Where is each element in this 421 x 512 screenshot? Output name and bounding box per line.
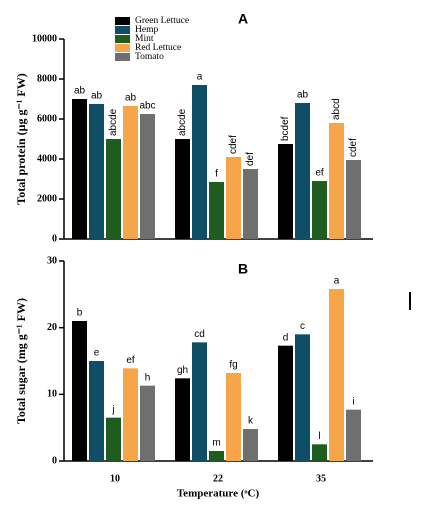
bar <box>329 123 344 239</box>
bar-label: ef <box>315 168 324 179</box>
x-tick-label: 10 <box>110 473 120 484</box>
bar <box>346 160 361 239</box>
bar <box>312 181 327 239</box>
bar-label: k <box>248 416 254 427</box>
bar-label: cd <box>194 329 205 340</box>
bar <box>278 345 293 461</box>
bar <box>72 321 87 461</box>
legend-label: Red Lettuce <box>135 43 181 53</box>
y-axis-label: Total sugar (mg g⁻¹ FW) <box>14 298 28 424</box>
y-tick-label: 8000 <box>37 73 57 84</box>
bar-label: def <box>245 152 256 166</box>
bar-label: m <box>212 438 220 449</box>
y-tick-label: 20 <box>47 322 57 333</box>
bar <box>295 103 310 239</box>
bar <box>243 429 258 461</box>
bar <box>226 373 241 461</box>
bar <box>175 378 190 461</box>
legend-label: Hemp <box>135 25 158 35</box>
y-tick-label: 0 <box>52 455 57 466</box>
legend-label: Mint <box>135 34 154 44</box>
bar-label: j <box>111 404 114 415</box>
bar-label: h <box>145 372 151 383</box>
bar <box>346 409 361 461</box>
panel-title: B <box>238 261 248 277</box>
bar-label: b <box>77 308 83 319</box>
bar-label: abcde <box>177 108 188 136</box>
y-tick-label: 6000 <box>37 113 57 124</box>
bar <box>278 144 293 239</box>
bar-label: bcdef <box>280 116 291 141</box>
bar-label: abcde <box>108 108 119 136</box>
y-axis-label: Total protein (μg g⁻¹ FW) <box>14 73 28 204</box>
legend-swatch <box>115 26 130 34</box>
bar <box>329 289 344 461</box>
bar <box>209 451 224 461</box>
bar <box>89 361 104 461</box>
bar <box>123 106 138 239</box>
legend-swatch <box>115 44 130 52</box>
y-tick-label: 10 <box>47 389 57 400</box>
bar-label: i <box>352 396 354 407</box>
bar <box>243 169 258 239</box>
x-axis-label: Temperature (ᵒC) <box>177 488 260 500</box>
bar <box>72 99 87 239</box>
y-tick-label: 0 <box>52 233 57 244</box>
bar-label: d <box>283 332 289 343</box>
bar-label: abc <box>139 101 155 112</box>
bar <box>226 157 241 239</box>
bar <box>140 114 155 239</box>
x-tick-label: 22 <box>213 473 223 484</box>
bar <box>89 104 104 239</box>
bar-label: ab <box>91 91 103 102</box>
legend-label: Green Lettuce <box>135 16 189 26</box>
bar-label: l <box>318 431 320 442</box>
x-tick-label: 35 <box>316 473 326 484</box>
bar-label: e <box>94 348 100 359</box>
y-tick-label: 10000 <box>32 33 57 44</box>
bar-label: abcd <box>331 98 342 120</box>
bar-label: fg <box>229 360 237 371</box>
bar-label: f <box>215 169 218 180</box>
bar <box>140 385 155 461</box>
bar <box>192 342 207 461</box>
bar <box>312 444 327 461</box>
legend-swatch <box>115 53 130 61</box>
bar <box>123 368 138 461</box>
legend-swatch <box>115 35 130 43</box>
bar-label: ab <box>297 90 309 101</box>
bar-label: c <box>300 321 305 332</box>
bar-label: cdef <box>228 135 239 154</box>
bar <box>295 334 310 461</box>
bar-label: gh <box>177 365 188 376</box>
legend-label: Tomato <box>135 52 164 62</box>
panel-title: A <box>238 11 248 27</box>
legend-swatch <box>115 17 130 25</box>
bar-label: ef <box>126 355 135 366</box>
bar-label: cdef <box>348 138 359 157</box>
bar-label: a <box>197 72 203 83</box>
y-tick-label: 30 <box>47 255 57 266</box>
y-tick-label: 4000 <box>37 153 57 164</box>
bar-label: a <box>334 276 340 287</box>
bar <box>209 182 224 239</box>
y-tick-label: 2000 <box>37 193 57 204</box>
bar <box>192 85 207 239</box>
bar <box>106 139 121 239</box>
bar <box>106 417 121 461</box>
bar <box>175 139 190 239</box>
bar-label: ab <box>125 93 137 104</box>
bar-label: ab <box>74 86 86 97</box>
